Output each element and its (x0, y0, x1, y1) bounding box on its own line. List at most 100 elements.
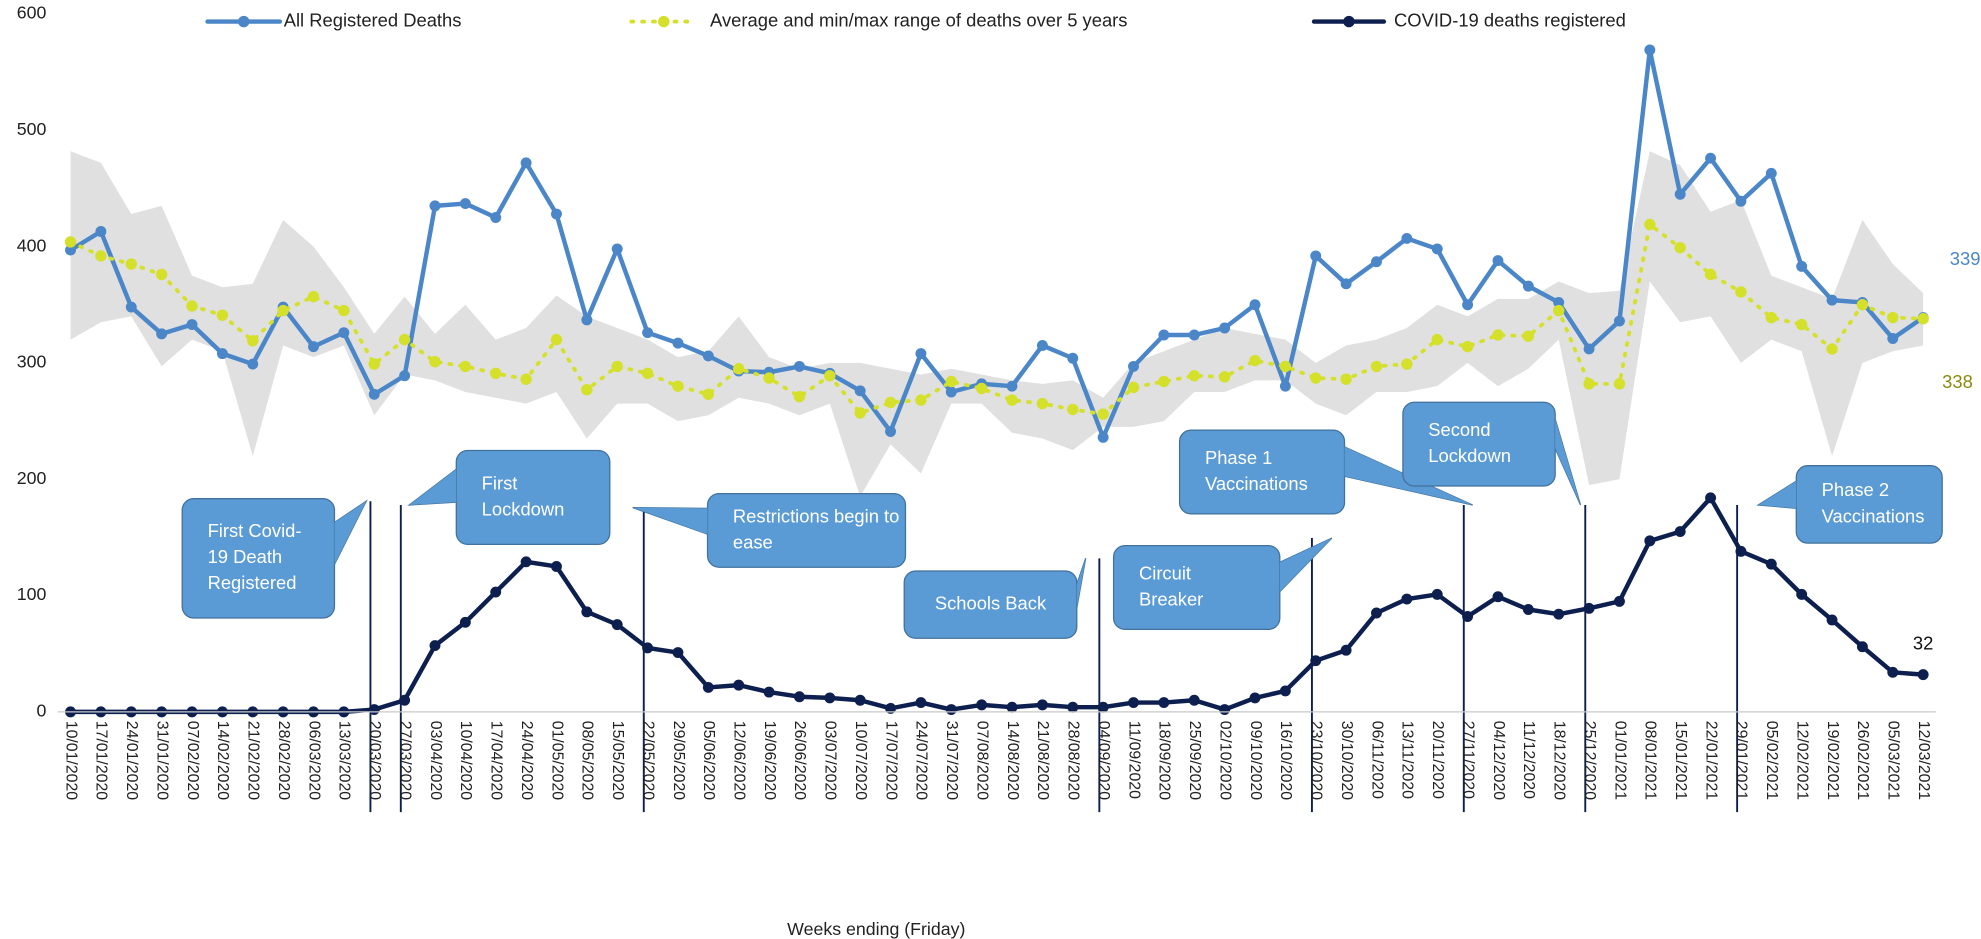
series-marker (1674, 188, 1686, 200)
series-marker (1370, 360, 1383, 373)
series-marker (975, 382, 988, 395)
x-axis-label: Weeks ending (Friday) (787, 919, 965, 939)
x-tick-label: 04/12/2020 (1490, 721, 1507, 801)
series-marker (368, 388, 380, 400)
x-tick-label: 13/03/2020 (336, 721, 353, 801)
x-tick-label: 15/05/2020 (609, 721, 626, 801)
series-marker (1492, 591, 1504, 603)
annotations: First Covid- 19 Death Registered First Lockd… (181, 401, 1943, 639)
series-marker (733, 679, 745, 691)
annotation-text: Lockdown (482, 498, 565, 519)
series-marker (429, 356, 441, 368)
series-marker (1006, 701, 1018, 713)
x-tick-label: 02/10/2020 (1216, 721, 1233, 801)
annotation-text: Circuit (1139, 562, 1191, 583)
series-marker (976, 699, 988, 711)
x-tick-label: 25/12/2020 (1581, 721, 1598, 801)
series-marker (611, 619, 623, 631)
series-marker (1887, 666, 1899, 678)
annotation-text: Breaker (1139, 588, 1203, 609)
x-tick-label: 14/08/2020 (1004, 721, 1021, 801)
series-marker (277, 304, 289, 317)
series-marker (1613, 378, 1626, 390)
x-tick-label: 27/11/2020 (1459, 721, 1476, 799)
series-marker (1128, 360, 1139, 372)
x-tick-label: 24/01/2020 (123, 721, 140, 801)
x-tick-label: 17/01/2020 (93, 721, 110, 801)
series-marker (1553, 296, 1565, 308)
series-marker (520, 157, 532, 169)
series-marker (1219, 322, 1231, 334)
series-marker (95, 250, 107, 262)
series-marker (1674, 242, 1686, 254)
series-marker (611, 360, 623, 373)
x-tick-label: 20/11/2020 (1429, 721, 1446, 799)
series-marker (581, 314, 593, 326)
series-marker (672, 647, 684, 658)
series-marker (1036, 340, 1048, 351)
series-marker (1765, 167, 1777, 179)
series-marker (581, 383, 593, 396)
x-tick-label: 17/04/2020 (488, 721, 505, 801)
annotation-text: Phase 1 (1205, 447, 1272, 468)
annotation-text: Lockdown (1428, 445, 1511, 466)
series-marker (155, 268, 168, 281)
series-marker (186, 319, 198, 330)
x-tick-label: 22/01/2021 (1702, 721, 1719, 801)
series-marker (308, 341, 319, 353)
series-marker (702, 388, 715, 401)
series-marker (1279, 360, 1292, 373)
series-marker (1553, 608, 1565, 620)
series-marker (854, 385, 866, 397)
series-marker (1279, 380, 1291, 392)
series-marker (1097, 408, 1109, 420)
end-value-label: 32 (1913, 632, 1933, 653)
series-marker (399, 694, 411, 706)
annotation-text: Schools Back (935, 592, 1047, 613)
series-marker (459, 198, 471, 210)
x-tick-label: 29/01/2021 (1733, 721, 1750, 801)
series-marker (1583, 602, 1595, 614)
series-marker (854, 407, 866, 419)
series-marker (793, 390, 806, 403)
series-marker (1522, 280, 1534, 292)
x-tick-label: 20/03/2020 (366, 721, 383, 801)
series-marker (1219, 704, 1231, 715)
x-tick-label: 10/04/2020 (457, 721, 474, 801)
annotation-text: Second (1428, 419, 1490, 440)
x-tick-label: 08/01/2021 (1642, 721, 1659, 801)
y-tick-label: 0 (37, 701, 47, 721)
series-marker (1765, 311, 1778, 324)
series-marker (1401, 232, 1413, 244)
series-marker (1522, 604, 1534, 615)
series-marker (1856, 299, 1869, 311)
series-marker (763, 686, 775, 698)
series-marker (65, 244, 76, 256)
series-marker (1613, 595, 1625, 607)
x-tick-label: 07/08/2020 (973, 721, 990, 801)
series-marker (1887, 311, 1899, 324)
series-marker (1249, 299, 1261, 311)
series-marker (884, 396, 897, 409)
series-marker (459, 360, 472, 373)
legend-label: All Registered Deaths (284, 9, 462, 30)
series-marker (1188, 694, 1200, 706)
series-marker (1006, 394, 1018, 406)
x-tick-label: 26/06/2020 (791, 721, 808, 801)
band-layer (70, 151, 1924, 497)
series-marker (793, 691, 805, 703)
x-tick-label: 27/03/2020 (396, 721, 413, 801)
series-marker (490, 212, 502, 223)
x-tick-label: 01/05/2020 (548, 721, 565, 801)
series-marker (1552, 304, 1565, 317)
annotation-text: ease (733, 531, 773, 552)
series-marker (793, 360, 805, 372)
x-tick-label: 18/09/2020 (1156, 721, 1173, 801)
series-marker (1704, 268, 1717, 281)
series-marker (1340, 278, 1352, 290)
series-marker (915, 697, 927, 709)
series-marker (338, 304, 350, 317)
x-tick-label: 31/01/2020 (153, 721, 170, 801)
series-marker (1856, 641, 1868, 653)
x-tick-label: 11/12/2020 (1520, 721, 1537, 799)
